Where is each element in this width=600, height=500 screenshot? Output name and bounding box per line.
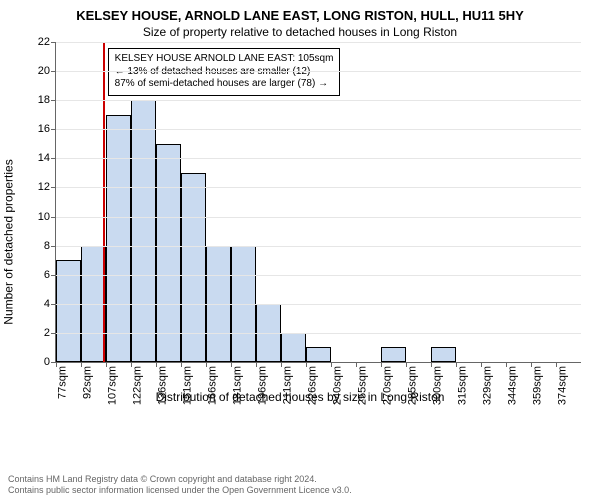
- histogram-bar: [431, 347, 456, 362]
- x-axis-label: Distribution of detached houses by size …: [0, 390, 600, 404]
- ytick-label: 6: [44, 269, 56, 281]
- ytick-label: 20: [38, 65, 56, 77]
- annotation-line: 87% of semi-detached houses are larger (…: [115, 78, 334, 91]
- ytick-label: 16: [38, 123, 56, 135]
- gridline: [56, 129, 581, 130]
- gridline: [56, 275, 581, 276]
- ytick-label: 18: [38, 94, 56, 106]
- y-axis-label: Number of detached properties: [1, 159, 15, 324]
- page-title: KELSEY HOUSE, ARNOLD LANE EAST, LONG RIS…: [0, 0, 600, 23]
- ytick-label: 4: [44, 298, 56, 310]
- footer-line-1: Contains HM Land Registry data © Crown c…: [8, 474, 352, 485]
- histogram-bar: [131, 100, 156, 362]
- gridline: [56, 158, 581, 159]
- gridline: [56, 333, 581, 334]
- gridline: [56, 71, 581, 72]
- ytick-label: 12: [38, 181, 56, 193]
- histogram-bar: [156, 144, 181, 362]
- gridline: [56, 42, 581, 43]
- page-subtitle: Size of property relative to detached ho…: [0, 23, 600, 39]
- gridline: [56, 304, 581, 305]
- footer-line-2: Contains public sector information licen…: [8, 485, 352, 496]
- ytick-label: 2: [44, 327, 56, 339]
- footer-text: Contains HM Land Registry data © Crown c…: [8, 474, 352, 497]
- gridline: [56, 100, 581, 101]
- gridline: [56, 217, 581, 218]
- ytick-label: 10: [38, 211, 56, 223]
- histogram-bar: [306, 347, 331, 362]
- ytick-label: 22: [38, 36, 56, 48]
- ytick-label: 14: [38, 152, 56, 164]
- plot-region: KELSEY HOUSE ARNOLD LANE EAST: 105sqm← 1…: [55, 42, 581, 363]
- marker-line: [103, 42, 105, 362]
- histogram-bar: [381, 347, 406, 362]
- histogram-bar: [106, 115, 131, 362]
- ytick-label: 8: [44, 240, 56, 252]
- ytick-label: 0: [44, 356, 56, 368]
- gridline: [56, 246, 581, 247]
- chart-area: Number of detached properties KELSEY HOU…: [0, 42, 600, 442]
- gridline: [56, 187, 581, 188]
- annotation-line: KELSEY HOUSE ARNOLD LANE EAST: 105sqm: [115, 53, 334, 66]
- histogram-bar: [281, 333, 306, 362]
